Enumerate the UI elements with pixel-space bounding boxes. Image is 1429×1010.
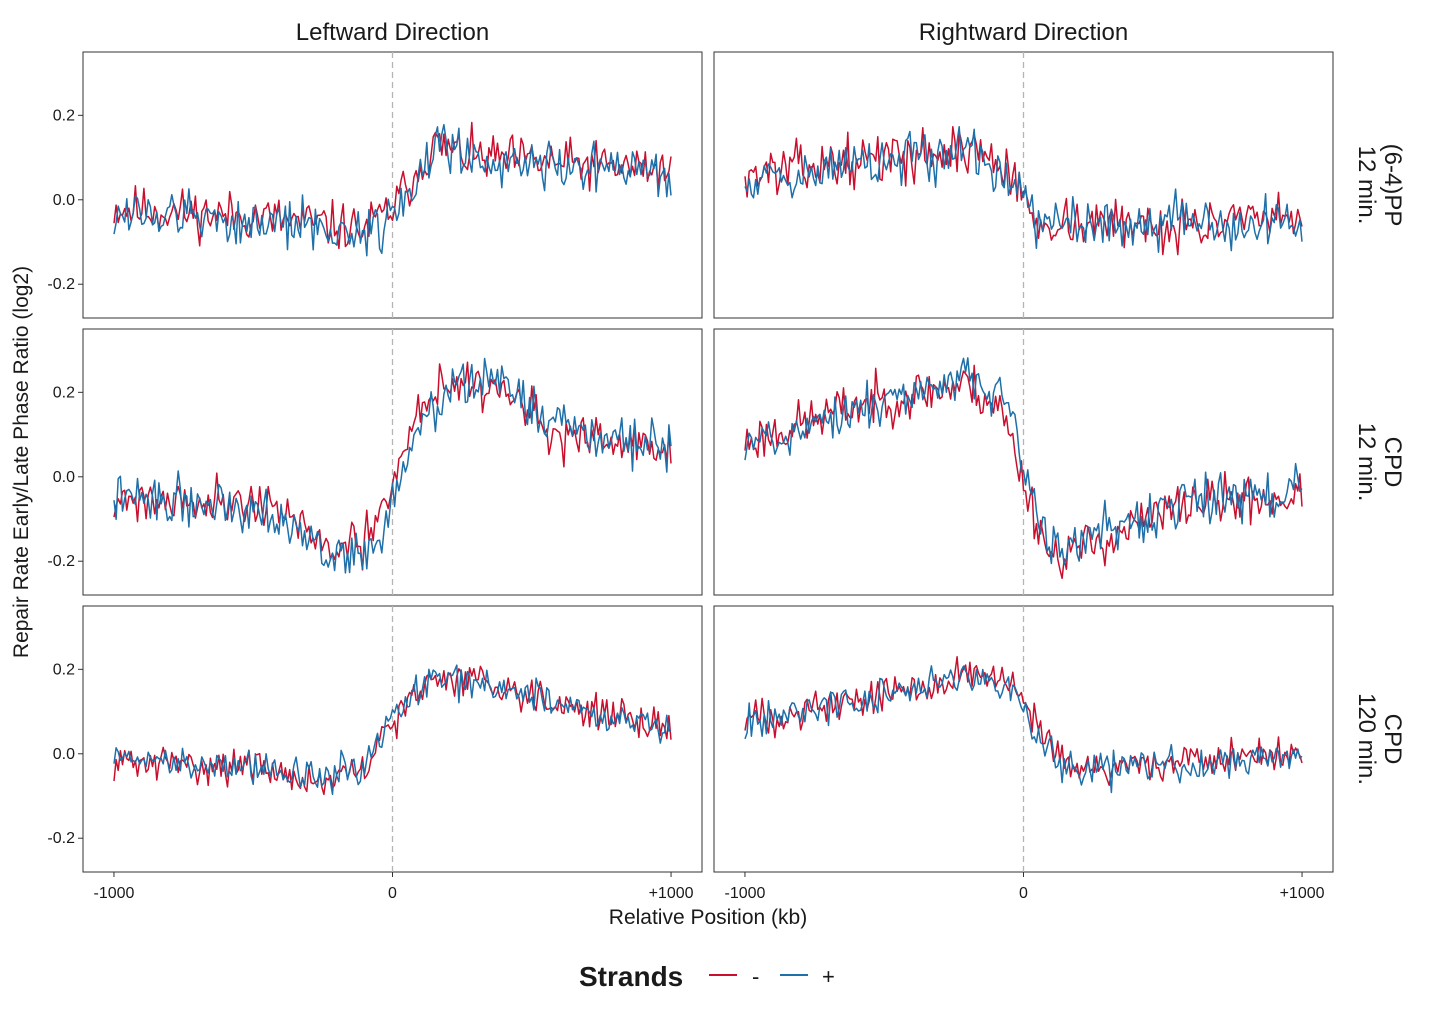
x-axis-title: Relative Position (kb) xyxy=(609,906,807,929)
y-tick-label: 0.2 xyxy=(53,384,75,401)
x-tick-label: -1000 xyxy=(93,885,134,902)
y-tick-label: 0.0 xyxy=(53,746,75,763)
row-title-3: CPD 120 min. xyxy=(1353,693,1406,785)
x-tick-label: 0 xyxy=(1019,885,1028,902)
series-line-strand-minus xyxy=(744,126,1303,256)
row-title-1-bottom: 12 min. xyxy=(1353,146,1380,225)
y-tick-label: -0.2 xyxy=(47,553,75,570)
legend-label-plus: + xyxy=(822,964,835,989)
row-title-3-bottom: 120 min. xyxy=(1353,693,1380,785)
series-line-strand-minus xyxy=(113,665,672,796)
y-tick-label: 0.2 xyxy=(53,107,75,124)
row-title-3-top: CPD xyxy=(1379,714,1406,765)
row-title-2-top: CPD xyxy=(1379,437,1406,488)
y-tick-label: -0.2 xyxy=(47,276,75,293)
x-tick-label: 0 xyxy=(388,885,397,902)
column-title-leftward: Leftward Direction xyxy=(296,19,489,46)
panel-r3-c1: -0.2 0.0 0.2 -1000 0 +1000 xyxy=(47,605,703,902)
panels-layer: -0.2 0.0 0.2 -0.2 0.0 0.2 -0.2 0.0 0.2 -1000 0 +100… xyxy=(47,51,1334,902)
series-line-strand-plus xyxy=(113,123,672,257)
legend: Strands - + xyxy=(579,961,835,992)
y-tick-label: 0.2 xyxy=(53,661,75,678)
panel-r2-c2 xyxy=(713,328,1334,596)
panel-r2-c1: -0.2 0.0 0.2 xyxy=(47,328,703,596)
legend-title: Strands xyxy=(579,961,683,992)
y-tick-label: 0.0 xyxy=(53,192,75,209)
column-title-rightward: Rightward Direction xyxy=(919,19,1128,46)
series-line-strand-plus xyxy=(744,357,1303,566)
y-axis-title: Repair Rate Early/Late Phase Ratio (log2… xyxy=(10,266,33,658)
row-title-1: (6-4)PP 12 min. xyxy=(1353,144,1406,227)
row-title-2-bottom: 12 min. xyxy=(1353,423,1380,502)
x-tick-label: +1000 xyxy=(1280,885,1325,902)
series-line-strand-minus xyxy=(744,364,1303,580)
row-title-1-top: (6-4)PP xyxy=(1379,144,1406,227)
series-line-strand-plus xyxy=(744,125,1303,253)
series-line-strand-minus xyxy=(113,121,672,250)
y-tick-label: -0.2 xyxy=(47,830,75,847)
series-line-strand-plus xyxy=(744,665,1303,794)
series-line-strand-plus xyxy=(113,357,672,574)
legend-label-minus: - xyxy=(752,964,759,989)
panel-r1-c1: -0.2 0.0 0.2 xyxy=(47,51,703,319)
y-tick-label: 0.0 xyxy=(53,469,75,486)
x-tick-label: -1000 xyxy=(724,885,765,902)
panel-r1-c2 xyxy=(713,51,1334,319)
row-title-2: CPD 12 min. xyxy=(1353,423,1406,502)
series-line-strand-plus xyxy=(113,664,672,796)
panel-r3-c2: -1000 0 +1000 xyxy=(713,605,1334,902)
x-tick-label: +1000 xyxy=(649,885,694,902)
